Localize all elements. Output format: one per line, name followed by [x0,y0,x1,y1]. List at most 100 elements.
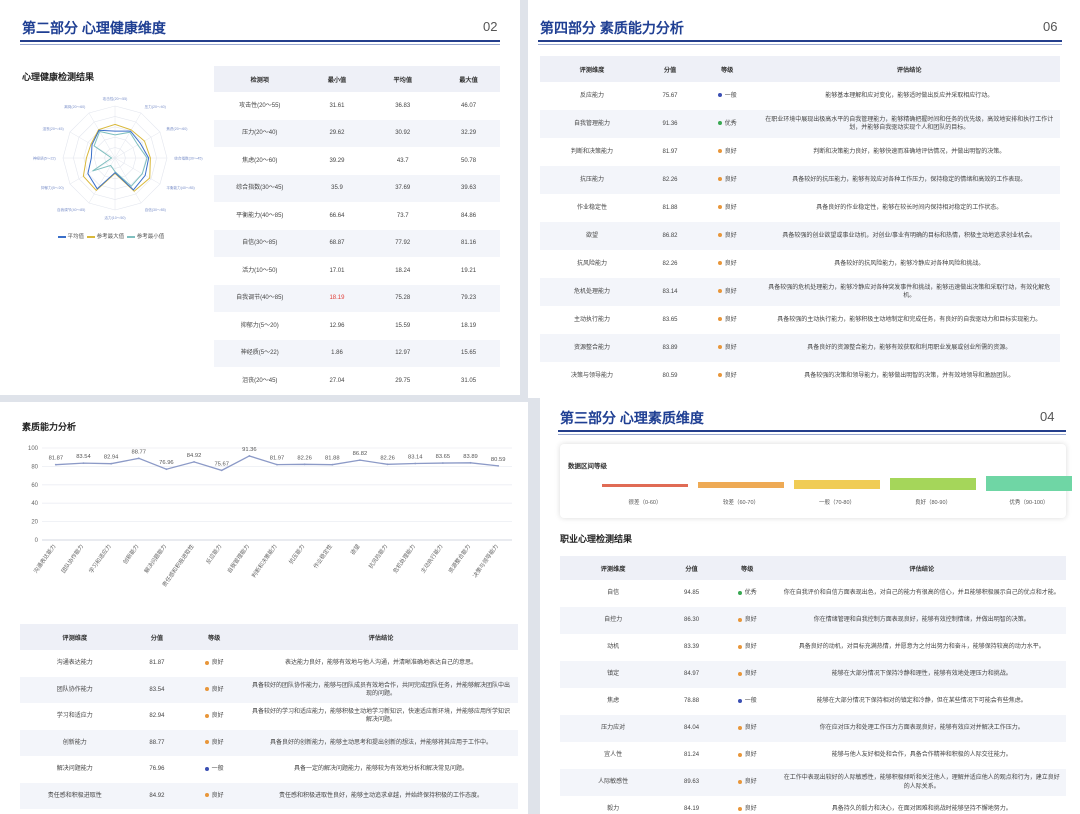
cell-level: 一般 [717,688,778,715]
th-eval: 评估结论 [758,56,1060,82]
level-dot-icon [717,205,722,210]
level-label: 良好 [724,232,737,239]
section-title: 第四部分 素质能力分析 [540,20,684,36]
cell-level: 良好 [716,715,778,742]
data-point [54,463,57,466]
radar-series-max [82,123,151,192]
cell-level: 良好 [696,194,758,222]
cell-min: 18.19 [305,284,369,312]
cell-level: 优秀 [696,110,759,138]
data-point [303,463,306,466]
cell-avg: 75.28 [368,284,438,312]
data-label: 83.65 [436,454,451,460]
cell-evaluation: 具备较好的学习和适应能力，能够积极主动地学习新知识，快速适应新环境，并能够应用所… [252,709,511,724]
section-title: 第三部分 心理素质维度 [560,410,704,426]
page-number: 04 [1040,409,1055,424]
level-dot-icon [717,345,722,350]
x-tick-label: 欲望 [349,542,362,556]
band-title: 数据区间等级 [568,463,607,470]
level-dot-icon [737,806,742,811]
level-label: 良好 [744,617,757,624]
cell-score: 86.82 [644,222,696,250]
cell-score: 81.87 [149,660,165,667]
cell-max: 48.89 [437,394,500,395]
x-tick-label: 抗风险能力 [367,542,390,570]
level-label: 良好 [724,316,737,323]
cell-level: 良好 [716,661,778,688]
table-row: 作业稳定性 81.88 良好 具备良好的作业稳定性，能够在较长时间内保持相对稳定的工作… [540,194,1060,222]
radar-spoke [114,157,161,185]
cell-level: 良好 [184,650,244,677]
level-label: 一般 [724,92,737,99]
radar-spoke [114,157,142,204]
data-point [165,468,168,471]
data-point [276,463,278,466]
band-label: 较差（60-70） [722,500,760,506]
table-row: 沟通表达能力 81.87 良好 表达能力良好，能够有效地与他人沟通，并清晰准确地表达自… [20,650,518,677]
cell-max: 31.05 [461,377,477,384]
table-row: 动机 83.39 良好 具备良好的动机，对目标充满热情，并愿意为之付出努力和奋斗，能够… [560,634,1066,661]
cell-max: 39.63 [437,174,500,202]
x-tick-label: 团队协作能力 [59,542,85,574]
data-point [359,459,361,462]
radar-axis-label: 攻击性(20～55) [103,96,128,101]
x-tick-label: 解决问题能力 [142,542,168,574]
radar-series-min [92,130,148,187]
data-label: 82.26 [380,455,395,461]
level-label: 良好 [724,204,737,211]
table-row: 自我管理能力 91.36 优秀 在职业环境中展现出极高水平的自我管理能力，能够精确把握… [540,110,1060,138]
table-row: 创新能力 88.77 良好 具备良好的创新能力，能够主动思考和提出创新的想法，并能够将… [20,729,518,756]
cell-dimension: 压力应对 [560,715,667,742]
th-level: 等级 [696,56,759,82]
cell-item: 活力(10～50) [242,267,278,274]
cell-dimension: 资源整合能力 [540,334,644,362]
cell-dimension: 镇定 [560,661,667,688]
table-row: 反应能力 75.67 一般 能够基本理解和应对变化，能够适时做出反应并采取相应行动。 [540,82,1060,110]
level-label: 良好 [744,779,757,786]
y-tick-label: 60 [31,483,38,489]
cell-min: 17.01 [329,267,345,274]
cell-evaluation: 具备较强的创业欲望或事业动机，对创业/事业有明确的目标和热情，积极主动地追求创业… [758,222,1060,250]
cell-evaluation: 你在自我评价和自信方面表现出色，对自己的能力有很高的信心，并且能够积极展示自己的… [783,590,1060,597]
cell-level: 良好 [696,250,758,278]
x-tick-label: 危机处理能力 [391,542,417,574]
page-quality-ability: 第四部分 素质能力分析 06 评测维度 分值 等级 评估结论 反应能力 75.67… [528,0,1080,398]
level-label: 良好 [724,344,737,351]
th-dim: 评测维度 [20,624,130,650]
radar-axis-label: 综合指数(30～45) [174,156,202,161]
cell-score: 94.85 [684,590,700,597]
table-row: 抗压能力 82.26 良好 具备较好的抗压能力，能够有效应对各种工作压力，保持稳定的情… [540,166,1060,194]
cell-score: 86.30 [666,607,717,634]
cell-score: 81.97 [662,148,678,155]
th-dim: 评测维度 [540,56,644,82]
level-label: 良好 [744,806,757,813]
cell-score: 83.54 [129,676,185,703]
cell-min: 68.87 [305,229,369,257]
x-tick-label: 决策与领导能力 [471,542,500,579]
cell-avg: 29.75 [395,377,411,384]
data-label: 86.82 [353,451,368,457]
cell-dimension: 危机处理能力 [540,278,644,306]
data-point [469,461,472,464]
health-table: 检测项 最小值 平均值 最大值 攻击性(20～55) 31.61 36.83 46.0… [214,66,500,395]
cell-level: 良好 [716,607,778,634]
table-row: 责任感和积极进取性 84.92 良好 责任感和积极进取性良好，能够主动追求卓越，并始终… [20,782,518,809]
level-dot-icon [717,93,722,98]
cell-evaluation: 判断和决策能力良好，能够快速而准确地评估情况，并做出明智的决策。 [813,148,1006,155]
cell-level: 良好 [716,769,778,796]
x-tick-label: 创新能力 [121,542,141,565]
cell-max: 50.78 [461,157,477,164]
cell-evaluation: 具备较强的危机处理能力，能够冷静应对各种突发事件和挑战，能够迅速做出决策和采取行… [758,278,1060,306]
band-label: 很差（0-60） [628,500,662,506]
cell-item: 平衡能力(40～85) [236,212,284,219]
table-row: 离岗(20～60)45.7747.7548.89 [214,394,500,395]
level-label: 良好 [724,260,737,267]
cell-avg: 47.75 [368,394,438,395]
level-label: 良好 [724,148,737,155]
table-row: 沮丧(20～45) 27.04 29.75 31.05 [214,367,500,395]
cell-score: 80.59 [662,372,678,379]
cell-score: 76.96 [149,766,165,773]
cell-level: 良好 [696,138,758,166]
cell-dimension: 沟通表达能力 [56,660,93,667]
th-score: 分值 [666,556,717,580]
